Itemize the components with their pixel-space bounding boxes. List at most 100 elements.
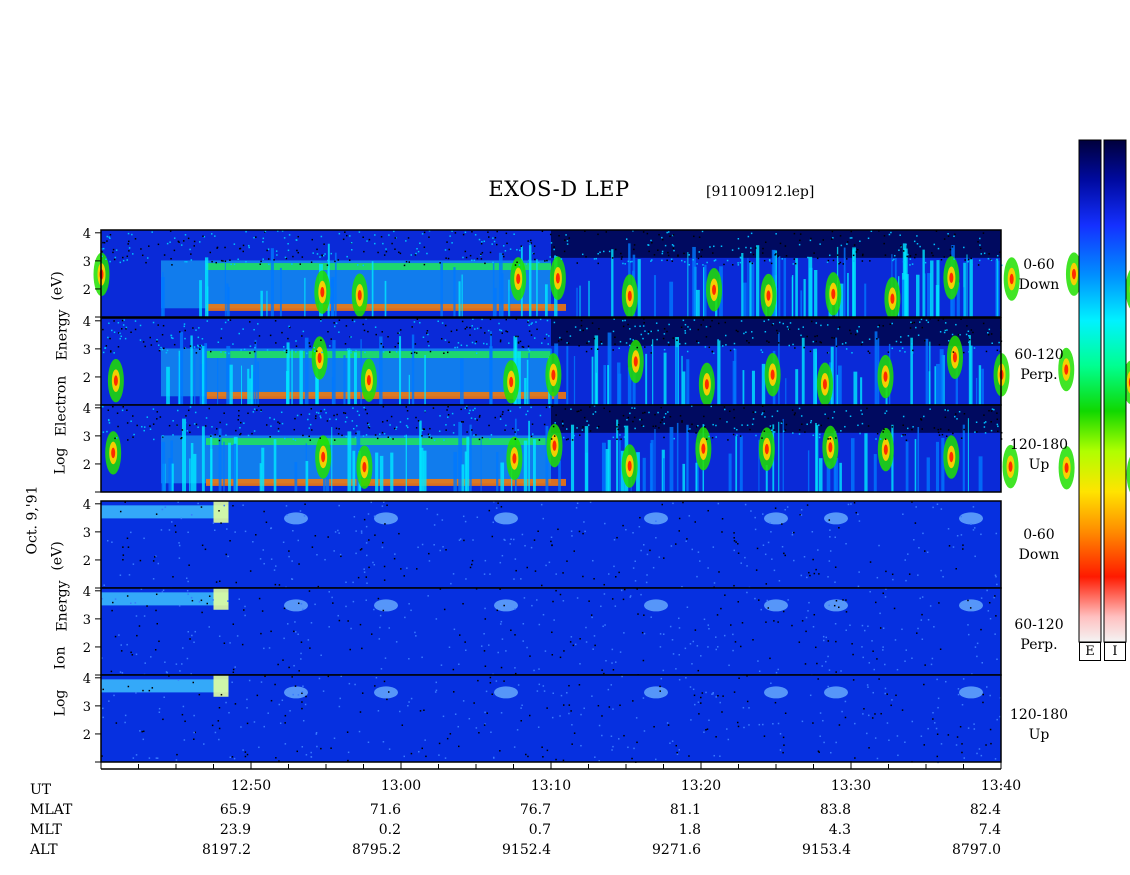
noise-pixel (362, 435, 365, 437)
noise-pixel (786, 326, 789, 328)
spectrum-column (591, 356, 594, 405)
noise-pixel (770, 429, 773, 432)
noise-pixel (319, 256, 321, 258)
noise-pixel (715, 636, 717, 638)
noise-pixel (348, 682, 351, 685)
noise-pixel (580, 713, 582, 716)
noise-pixel (827, 438, 829, 440)
noise-pixel (124, 714, 127, 717)
noise-pixel (580, 319, 583, 322)
ion-patch (824, 686, 848, 699)
noise-pixel (719, 701, 721, 704)
colorbar-strip (1103, 139, 1127, 643)
noise-pixel (856, 331, 859, 333)
spectrum-column (533, 439, 536, 492)
noise-pixel (801, 620, 804, 622)
noise-pixel (810, 237, 812, 240)
noise-pixel (561, 420, 564, 422)
noise-pixel (119, 671, 122, 673)
noise-pixel (707, 624, 710, 626)
noise-pixel (175, 759, 178, 761)
noise-pixel (804, 431, 806, 433)
pitch-label: 120-180 Up (1009, 707, 1069, 743)
intensity-blob (764, 443, 769, 455)
noise-pixel (382, 501, 385, 503)
noise-pixel (365, 599, 367, 601)
noise-pixel (374, 534, 376, 536)
spectrum-column (902, 243, 907, 317)
noise-pixel (667, 251, 669, 254)
noise-pixel (803, 346, 805, 349)
noise-pixel (726, 728, 728, 730)
noise-pixel (856, 329, 858, 332)
ephemeris-value: 81.1 (669, 802, 701, 818)
noise-pixel (316, 248, 318, 251)
noise-pixel (358, 730, 361, 733)
noise-pixel (447, 405, 449, 408)
noise-pixel (120, 644, 122, 646)
noise-pixel (261, 610, 264, 612)
noise-pixel (762, 513, 764, 515)
noise-pixel (246, 722, 249, 725)
noise-pixel (307, 639, 310, 641)
noise-pixel (705, 325, 708, 328)
noise-pixel (218, 439, 221, 442)
noise-pixel (967, 633, 970, 636)
noise-pixel (978, 748, 981, 750)
noise-pixel (857, 585, 860, 588)
noise-pixel (244, 755, 247, 758)
ion-patch (213, 501, 229, 523)
noise-pixel (350, 249, 353, 251)
noise-pixel (551, 631, 553, 634)
spectrum-column (168, 458, 172, 492)
noise-pixel (600, 605, 602, 608)
noise-pixel (623, 632, 625, 634)
noise-pixel (579, 638, 581, 640)
noise-pixel (553, 246, 555, 248)
noise-pixel (447, 414, 450, 416)
noise-pixel (296, 249, 298, 252)
noise-pixel (101, 657, 103, 659)
ephemeris-value: 23.9 (219, 822, 251, 838)
noise-pixel (603, 672, 605, 675)
noise-pixel (345, 581, 347, 584)
noise-pixel (817, 750, 820, 753)
noise-pixel (763, 259, 766, 262)
noise-pixel (397, 342, 399, 345)
spectrum-column (500, 462, 505, 492)
noise-pixel (140, 248, 142, 250)
noise-pixel (598, 760, 600, 762)
noise-pixel (143, 429, 145, 432)
noise-pixel (959, 333, 961, 336)
noise-pixel (197, 336, 200, 339)
noise-pixel (429, 427, 431, 430)
noise-pixel (308, 413, 311, 415)
noise-pixel (953, 258, 955, 260)
noise-pixel (727, 439, 729, 441)
noise-pixel (859, 432, 861, 435)
noise-pixel (306, 352, 308, 355)
noise-pixel (417, 250, 420, 253)
noise-pixel (861, 260, 864, 262)
noise-pixel (733, 348, 736, 351)
spectrum-column (334, 252, 337, 317)
noise-pixel (927, 619, 930, 621)
noise-pixel (852, 254, 855, 257)
noise-pixel (962, 548, 964, 550)
spectrum-column (508, 279, 510, 317)
noise-pixel (433, 524, 436, 526)
ephemeris-value: 8797.0 (952, 842, 1001, 858)
ion-patch (213, 675, 229, 697)
noise-pixel (737, 725, 740, 728)
spectrum-column (218, 428, 222, 492)
noise-pixel (626, 418, 628, 421)
spectrum-column (816, 425, 819, 492)
noise-pixel (861, 341, 864, 344)
noise-pixel (448, 646, 451, 648)
noise-pixel (807, 256, 809, 259)
noise-pixel (701, 692, 704, 694)
noise-pixel (627, 416, 630, 419)
noise-pixel (489, 676, 492, 679)
noise-pixel (262, 237, 265, 240)
noise-pixel (871, 640, 873, 642)
